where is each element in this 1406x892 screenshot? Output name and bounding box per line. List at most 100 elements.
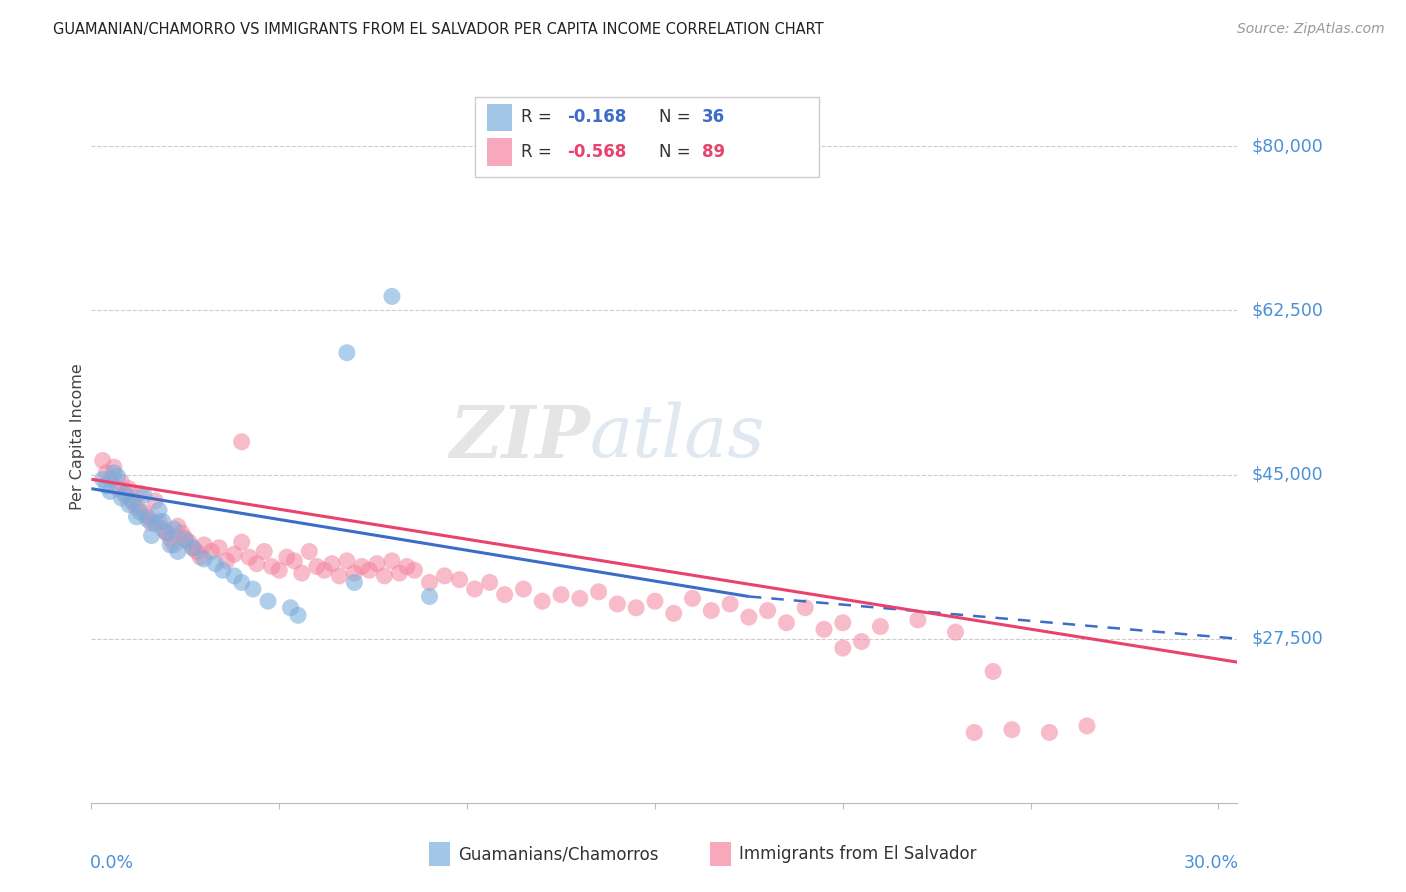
Point	[276, 550, 298, 565]
Point	[238, 550, 260, 565]
Point	[186, 544, 208, 558]
Point	[193, 552, 215, 566]
Point	[869, 619, 891, 633]
Point	[177, 535, 200, 549]
Point	[181, 541, 204, 555]
Point	[718, 597, 741, 611]
Point	[103, 460, 125, 475]
Point	[107, 482, 129, 496]
Point	[110, 491, 132, 505]
Text: ZIP: ZIP	[449, 401, 591, 473]
Point	[253, 544, 276, 558]
Point	[1076, 719, 1098, 733]
Point	[143, 516, 166, 531]
Point	[531, 594, 554, 608]
Point	[163, 538, 186, 552]
Point	[96, 479, 118, 493]
Text: 36: 36	[702, 109, 725, 127]
Point	[464, 582, 486, 596]
Point	[125, 509, 148, 524]
Point	[305, 559, 328, 574]
Bar	[486, 138, 512, 166]
Text: -0.568: -0.568	[567, 143, 626, 161]
Point	[395, 559, 418, 574]
Text: $62,500: $62,500	[1251, 301, 1323, 319]
Point	[204, 557, 226, 571]
Point	[963, 725, 986, 739]
Text: 89: 89	[702, 143, 725, 161]
Point	[269, 563, 291, 577]
Point	[125, 500, 148, 515]
Point	[418, 590, 440, 604]
Point	[141, 516, 163, 531]
Point	[166, 519, 188, 533]
Point	[328, 569, 350, 583]
Point	[148, 515, 170, 529]
Point	[215, 554, 238, 568]
Point	[231, 535, 253, 549]
Point	[700, 603, 723, 617]
Text: atlas: atlas	[591, 401, 765, 473]
Point	[159, 538, 181, 552]
Point	[449, 573, 471, 587]
Point	[343, 575, 366, 590]
Point	[775, 615, 797, 630]
Point	[91, 472, 114, 486]
Point	[110, 475, 132, 489]
Point	[314, 563, 336, 577]
Point	[231, 575, 253, 590]
Point	[606, 597, 628, 611]
Point	[121, 496, 143, 510]
Text: GUAMANIAN/CHAMORRO VS IMMIGRANTS FROM EL SALVADOR PER CAPITA INCOME CORRELATION : GUAMANIAN/CHAMORRO VS IMMIGRANTS FROM EL…	[53, 22, 824, 37]
Text: $80,000: $80,000	[1251, 137, 1323, 155]
Point	[359, 563, 381, 577]
Text: -0.168: -0.168	[567, 109, 626, 127]
Text: N =: N =	[658, 109, 696, 127]
Bar	[710, 842, 731, 866]
Point	[813, 623, 835, 637]
Point	[152, 522, 174, 536]
Point	[588, 584, 610, 599]
Point	[1038, 725, 1060, 739]
Point	[287, 608, 309, 623]
Point	[945, 625, 967, 640]
Point	[136, 509, 159, 524]
Point	[132, 505, 155, 519]
Point	[114, 486, 136, 500]
Point	[143, 493, 166, 508]
Point	[136, 513, 159, 527]
Point	[550, 588, 572, 602]
Point	[418, 575, 440, 590]
Text: Guamanians/Chamorros: Guamanians/Chamorros	[458, 845, 658, 863]
Text: 0.0%: 0.0%	[90, 854, 135, 872]
FancyBboxPatch shape	[475, 97, 820, 178]
Point	[242, 582, 264, 596]
Point	[366, 557, 388, 571]
Text: $27,500: $27,500	[1251, 630, 1323, 648]
Point	[103, 466, 125, 480]
Point	[91, 453, 114, 467]
Point	[981, 665, 1004, 679]
Point	[129, 505, 152, 519]
Point	[283, 554, 305, 568]
Point	[343, 566, 366, 580]
Point	[682, 591, 704, 606]
Point	[224, 547, 246, 561]
Point	[350, 559, 373, 574]
Bar	[429, 842, 450, 866]
Text: N =: N =	[658, 143, 696, 161]
Point	[118, 498, 141, 512]
Point	[336, 345, 359, 359]
Point	[291, 566, 314, 580]
Point	[280, 600, 302, 615]
Point	[644, 594, 666, 608]
Point	[662, 607, 685, 621]
Point	[152, 515, 174, 529]
Y-axis label: Per Capita Income: Per Capita Income	[70, 364, 84, 510]
Point	[98, 484, 121, 499]
Point	[756, 603, 779, 617]
Point	[121, 493, 143, 508]
Point	[107, 469, 129, 483]
Point	[907, 613, 929, 627]
Point	[141, 528, 163, 542]
